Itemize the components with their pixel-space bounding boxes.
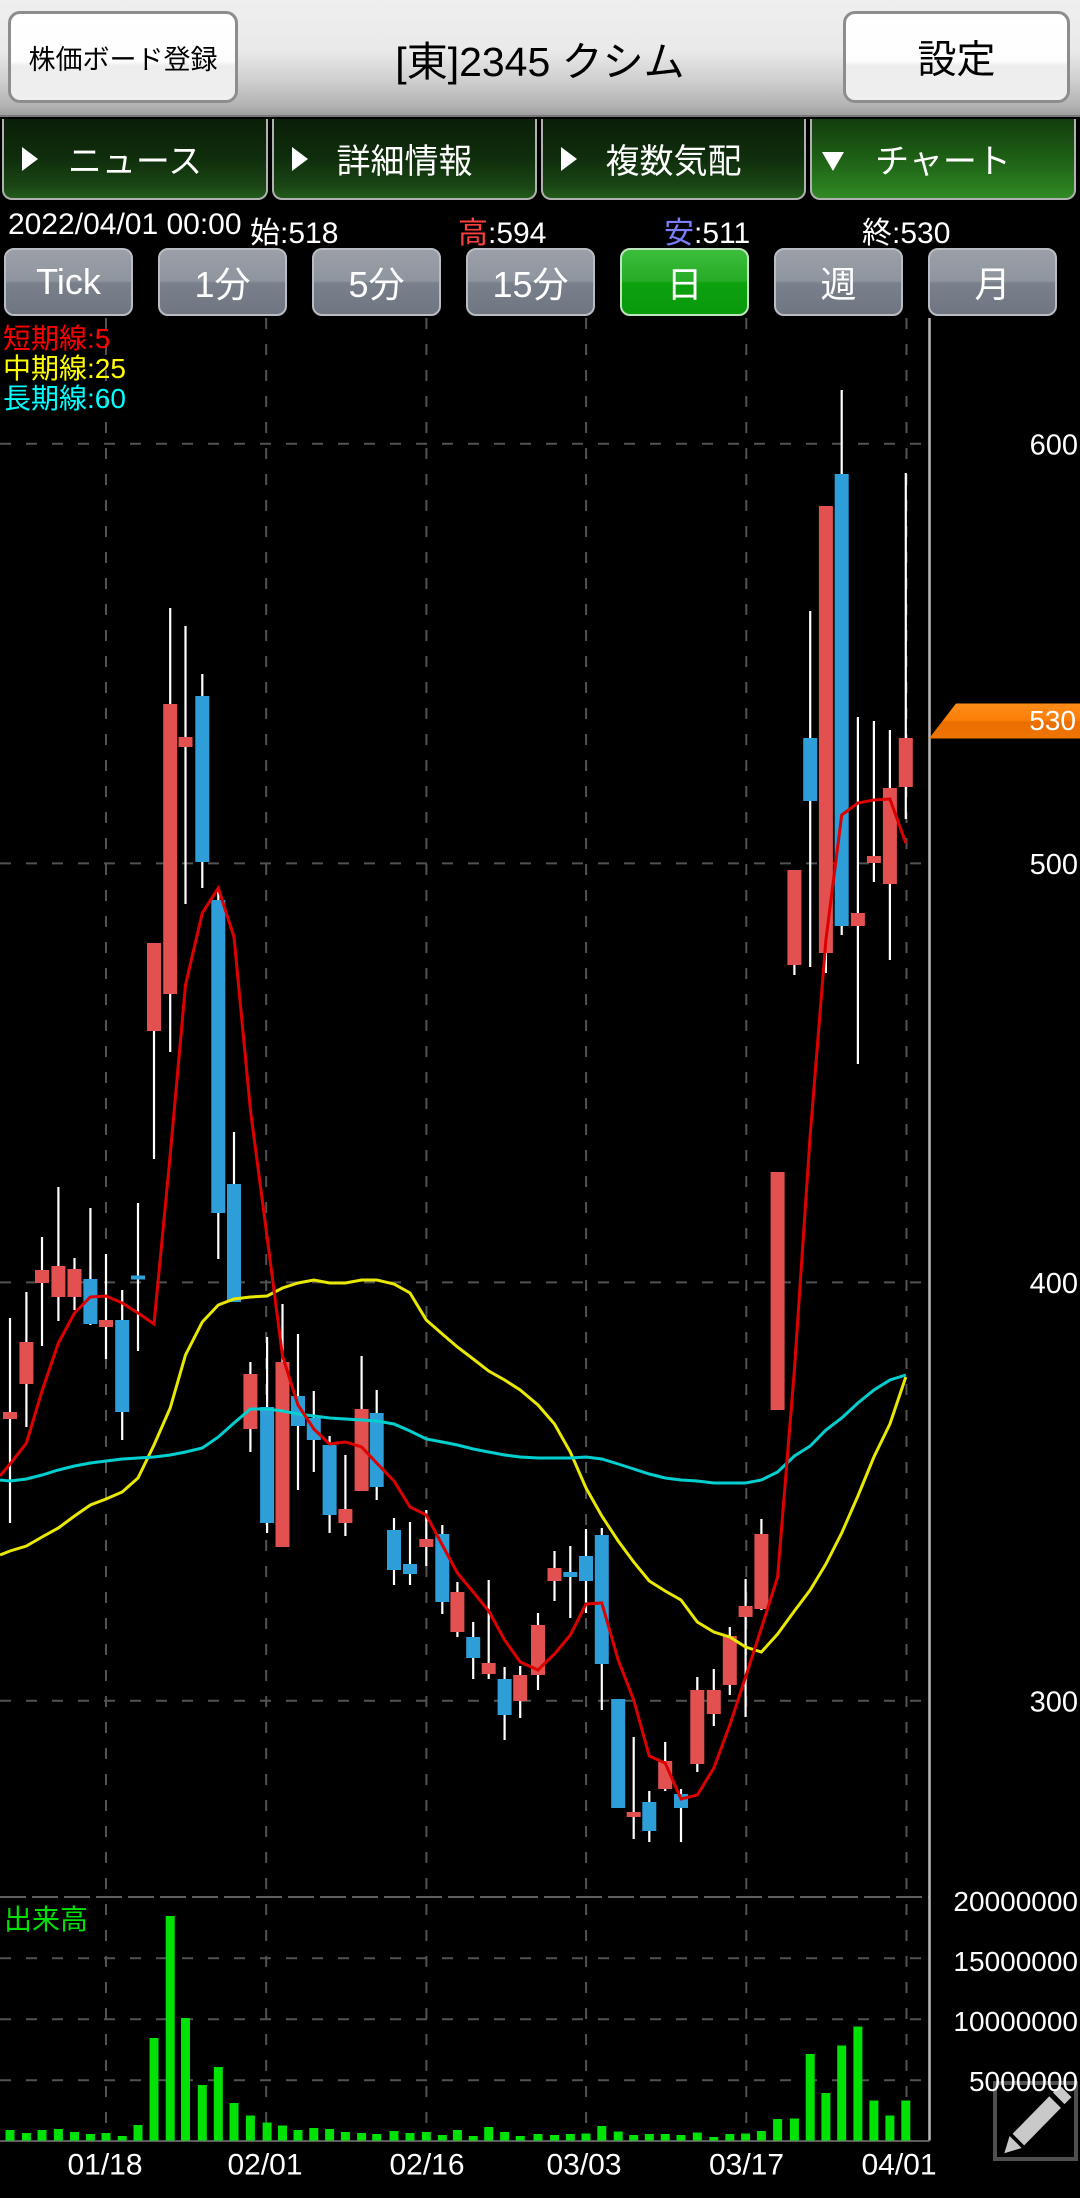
svg-text:500: 500 <box>1030 849 1078 881</box>
svg-text:04/01: 04/01 <box>861 2149 936 2182</box>
svg-text:15000000: 15000000 <box>953 1946 1078 1977</box>
svg-text:03/17: 03/17 <box>709 2149 784 2182</box>
svg-text:10000000: 10000000 <box>953 2006 1078 2037</box>
svg-text:20000000: 20000000 <box>953 1886 1078 1917</box>
svg-text:03/03: 03/03 <box>546 2149 621 2182</box>
svg-text:300: 300 <box>1030 1686 1078 1718</box>
svg-text:600: 600 <box>1030 429 1078 461</box>
svg-text:出来高: 出来高 <box>4 1904 88 1935</box>
svg-text:02/16: 02/16 <box>389 2149 464 2182</box>
svg-text:530: 530 <box>1029 705 1076 736</box>
svg-text:5000000: 5000000 <box>969 2066 1078 2097</box>
svg-text:中期線:25: 中期線:25 <box>3 353 126 384</box>
svg-text:400: 400 <box>1030 1268 1078 1300</box>
svg-text:短期線:5: 短期線:5 <box>3 323 110 354</box>
svg-text:長期線:60: 長期線:60 <box>3 383 126 414</box>
svg-text:01/18: 01/18 <box>67 2149 142 2182</box>
svg-text:02/01: 02/01 <box>227 2149 302 2182</box>
